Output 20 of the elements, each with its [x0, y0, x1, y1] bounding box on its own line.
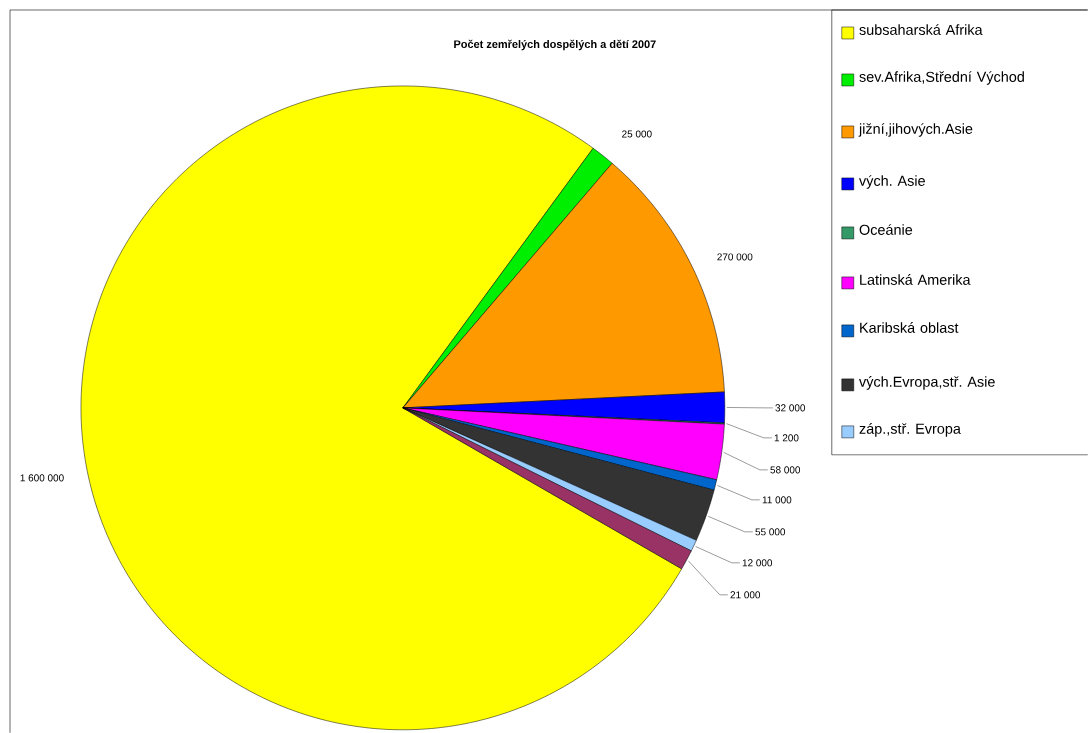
legend-label: Karibská oblast — [860, 322, 959, 333]
data-label: 21 000 — [730, 591, 761, 599]
data-label: 11 000 — [762, 496, 792, 504]
data-label: 1 600 000 — [20, 474, 64, 482]
data-label: 55 000 — [755, 528, 786, 536]
legend-label: Latinská Amerika — [860, 274, 971, 285]
text: Počet zemřelých dospělých a dětí 2007 — [454, 39, 656, 51]
legend-label: vých.Evropa,stř. Asie — [859, 376, 995, 390]
legend-label: sev.Afrika,Střední Východ — [859, 71, 1024, 85]
legend-label: Oceánie — [859, 224, 913, 235]
data-label: 1 200 — [774, 434, 799, 442]
data-label: 58 000 — [770, 466, 801, 474]
data-label: 270 000 — [717, 253, 753, 261]
data-label: 12 000 — [742, 559, 773, 567]
legend-label: vých. Asie — [859, 175, 925, 189]
legend-label: záp.,stř. Evropa — [859, 423, 961, 437]
data-label: 25 000 — [622, 130, 652, 138]
legend-label: jižní,jihových.Asie — [858, 123, 973, 137]
data-label: 32 000 — [775, 404, 806, 412]
legend-label: subsaharská Afrika — [859, 24, 983, 35]
